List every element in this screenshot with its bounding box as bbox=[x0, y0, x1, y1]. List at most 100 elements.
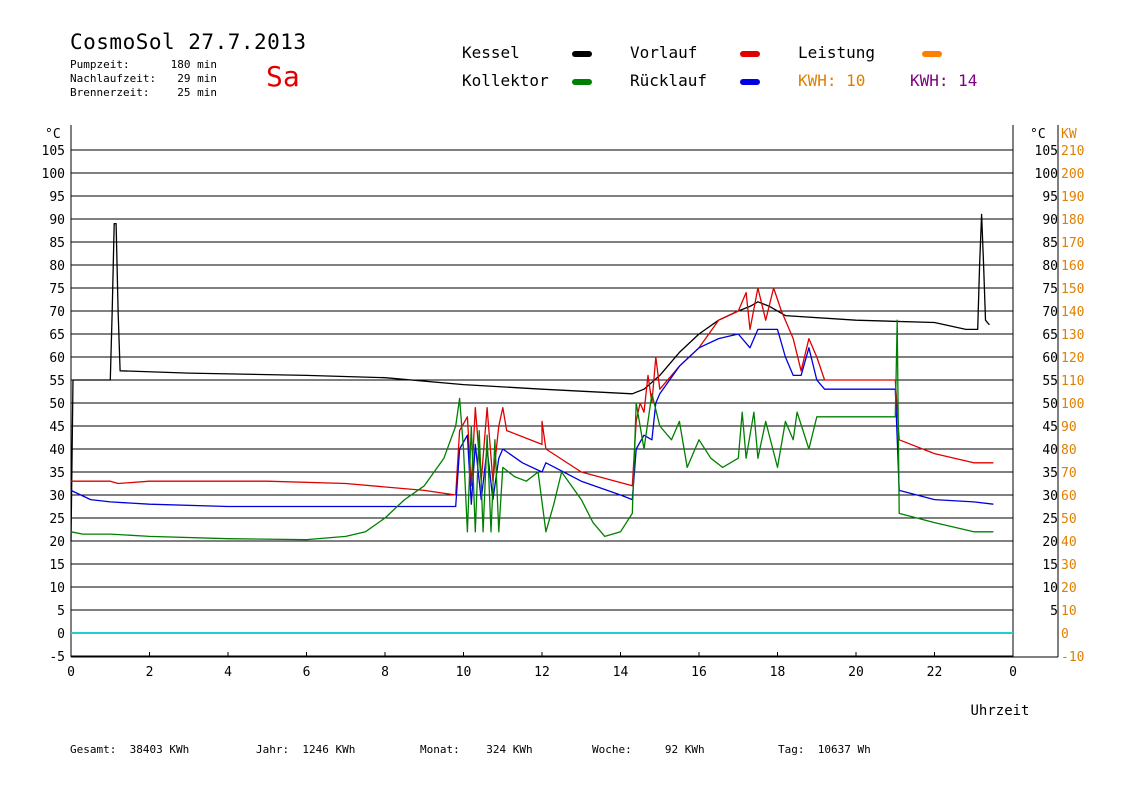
y-tick-left: -5 bbox=[49, 650, 65, 665]
y-tick-right-temp: 50 bbox=[1042, 397, 1058, 412]
y-tick-left: 55 bbox=[49, 374, 65, 389]
y-tick-right-temp: 45 bbox=[1042, 420, 1058, 435]
footer-jahr: Jahr: 1246 KWh bbox=[256, 743, 356, 756]
y-tick-left: 5 bbox=[57, 604, 65, 619]
x-tick-label: 0 bbox=[1009, 665, 1017, 680]
y-tick-right-temp: 20 bbox=[1042, 535, 1058, 550]
x-tick-label: 0 bbox=[67, 665, 75, 680]
info-row-brennerzeit: Brennerzeit: 25 min bbox=[70, 86, 217, 99]
y-tick-left: 50 bbox=[49, 397, 65, 412]
y-tick-right-temp: 95 bbox=[1042, 190, 1058, 205]
legend-kollektor-label: Kollektor bbox=[462, 71, 549, 90]
legend-leistung-swatch bbox=[922, 51, 942, 57]
legend-leistung-label: Leistung bbox=[798, 43, 876, 62]
y-tick-right-power: 130 bbox=[1061, 328, 1084, 343]
y-tick-right-temp: 60 bbox=[1042, 351, 1058, 366]
footer-woche: Woche: 92 KWh bbox=[592, 743, 705, 756]
y-tick-left: 45 bbox=[49, 420, 65, 435]
x-tick-label: 8 bbox=[381, 665, 389, 680]
series-kollektor bbox=[70, 319, 994, 541]
y-tick-right-power: 200 bbox=[1061, 167, 1084, 182]
y-tick-right-power: 10 bbox=[1061, 604, 1077, 619]
legend-kollektor-swatch bbox=[572, 79, 592, 85]
y-tick-right-temp: 35 bbox=[1042, 466, 1058, 481]
x-tick-label: 10 bbox=[456, 665, 472, 680]
y-tick-right-power: -10 bbox=[1061, 650, 1084, 665]
runtime-info: Pumpzeit: 180 min Nachlaufzeit: 29 min Bre… bbox=[70, 58, 217, 100]
y-tick-left: 15 bbox=[49, 558, 65, 573]
kwh-orange: KWH: 10 bbox=[798, 71, 866, 90]
y-tick-left: 65 bbox=[49, 328, 65, 343]
y-tick-right-power: 90 bbox=[1061, 420, 1077, 435]
series-kessel bbox=[70, 213, 990, 542]
y-tick-right-power: 0 bbox=[1061, 627, 1069, 642]
y-tick-right-temp: 55 bbox=[1042, 374, 1058, 389]
y-tick-left: 30 bbox=[49, 489, 65, 504]
y-tick-right-power: 170 bbox=[1061, 236, 1084, 251]
y-tick-left: 60 bbox=[49, 351, 65, 366]
y-tick-right-power: 40 bbox=[1061, 535, 1077, 550]
legend-ruecklauf-swatch bbox=[740, 79, 760, 85]
footer-tag: Tag: 10637 Wh bbox=[778, 743, 871, 756]
y-tick-right-temp: 15 bbox=[1042, 558, 1058, 573]
y-tick-right-power: 110 bbox=[1061, 374, 1084, 389]
legend-kessel-swatch bbox=[572, 51, 592, 57]
y-tick-left: 85 bbox=[49, 236, 65, 251]
y-tick-left: 95 bbox=[49, 190, 65, 205]
y-tick-right-temp: 75 bbox=[1042, 282, 1058, 297]
y-tick-left: 100 bbox=[42, 167, 65, 182]
y-tick-left: 25 bbox=[49, 512, 65, 527]
y-unit-right-power: KW bbox=[1061, 127, 1077, 142]
series-ruecklauf bbox=[70, 328, 994, 508]
chart-grid bbox=[71, 149, 1013, 657]
y-tick-right-temp: 5 bbox=[1050, 604, 1058, 619]
y-unit-left: °C bbox=[45, 127, 61, 142]
info-row-nachlaufzeit: Nachlaufzeit: 29 min bbox=[70, 72, 217, 85]
y-tick-right-temp: 25 bbox=[1042, 512, 1058, 527]
y-tick-right-temp: 30 bbox=[1042, 489, 1058, 504]
y-tick-right-power: 100 bbox=[1061, 397, 1084, 412]
y-tick-left: 80 bbox=[49, 259, 65, 274]
y-tick-right-power: 160 bbox=[1061, 259, 1084, 274]
y-tick-right-temp: 100 bbox=[1035, 167, 1058, 182]
x-tick-label: 22 bbox=[927, 665, 943, 680]
chart-labels: -505101520253035404550556065707580859095… bbox=[42, 127, 1085, 719]
info-row-pumpzeit: Pumpzeit: 180 min bbox=[70, 58, 217, 71]
y-tick-right-power: 210 bbox=[1061, 144, 1084, 159]
y-tick-right-power: 50 bbox=[1061, 512, 1077, 527]
legend-ruecklauf-label: Rücklauf bbox=[630, 71, 708, 90]
y-tick-left: 35 bbox=[49, 466, 65, 481]
y-tick-right-power: 190 bbox=[1061, 190, 1084, 205]
y-tick-left: 70 bbox=[49, 305, 65, 320]
footer-monat: Monat: 324 KWh bbox=[420, 743, 533, 756]
series-vorlauf bbox=[71, 287, 994, 496]
kwh-purple: KWH: 14 bbox=[910, 71, 978, 90]
y-tick-right-power: 80 bbox=[1061, 443, 1077, 458]
y-tick-left: 40 bbox=[49, 443, 65, 458]
y-tick-left: 0 bbox=[57, 627, 65, 642]
y-tick-right-power: 140 bbox=[1061, 305, 1084, 320]
x-tick-label: 18 bbox=[770, 665, 786, 680]
y-tick-right-temp: 70 bbox=[1042, 305, 1058, 320]
y-tick-right-power: 20 bbox=[1061, 581, 1077, 596]
chart-axes bbox=[70, 125, 1059, 658]
y-tick-right-temp: 90 bbox=[1042, 213, 1058, 228]
chart-series bbox=[70, 213, 1013, 634]
y-tick-right-temp: 40 bbox=[1042, 443, 1058, 458]
x-axis-label: Uhrzeit bbox=[970, 703, 1029, 719]
y-tick-right-power: 120 bbox=[1061, 351, 1084, 366]
page-title: CosmoSol 27.7.2013 bbox=[70, 30, 307, 54]
legend-vorlauf-swatch bbox=[740, 51, 760, 57]
y-unit-right-temp: °C bbox=[1030, 127, 1046, 142]
legend-kessel-label: Kessel bbox=[462, 43, 520, 62]
y-tick-right-temp: 105 bbox=[1035, 144, 1058, 159]
y-tick-right-power: 150 bbox=[1061, 282, 1084, 297]
y-tick-right-power: 60 bbox=[1061, 489, 1077, 504]
y-tick-right-power: 30 bbox=[1061, 558, 1077, 573]
y-tick-right-temp: 85 bbox=[1042, 236, 1058, 251]
x-tick-label: 4 bbox=[224, 665, 232, 680]
y-tick-left: 10 bbox=[49, 581, 65, 596]
y-tick-left: 20 bbox=[49, 535, 65, 550]
y-tick-right-power: 180 bbox=[1061, 213, 1084, 228]
